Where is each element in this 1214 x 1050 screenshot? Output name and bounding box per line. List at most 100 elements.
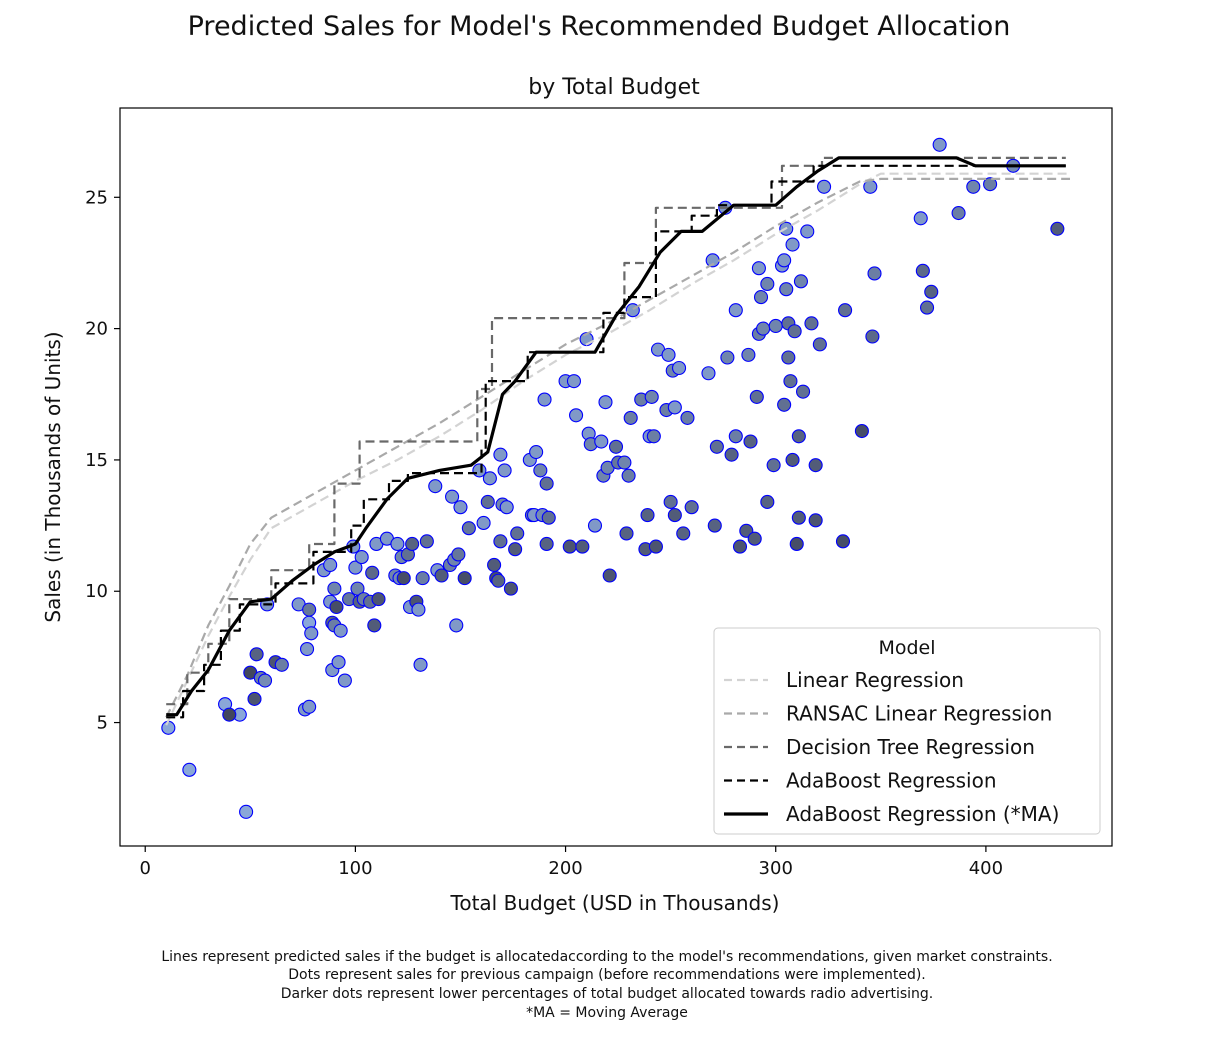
scatter-point (539, 536, 554, 552)
scatter-point (182, 762, 197, 777)
scatter-point (751, 261, 766, 276)
chart-title: Predicted Sales for Model's Recommended … (188, 11, 1011, 42)
scatter-point (951, 206, 966, 221)
scatter-point (838, 303, 853, 318)
legend-label: RANSAC Linear Regression (786, 702, 1052, 726)
scatter-point (257, 673, 273, 688)
y-tick-label: 25 (85, 187, 108, 208)
scatter-point (667, 400, 682, 415)
scatter-point (661, 347, 676, 362)
scatter-point (304, 626, 319, 641)
scatter-point (222, 707, 237, 722)
scatter-point (709, 439, 724, 454)
scatter-point (302, 602, 317, 617)
scatter-point (482, 471, 497, 486)
scatter-point (741, 347, 756, 362)
scatter-point (491, 573, 506, 588)
scatter-point (648, 539, 663, 554)
scatter-point (510, 526, 525, 541)
scatter-point (753, 290, 769, 305)
y-tick-label: 20 (85, 319, 108, 340)
scatter-point (487, 557, 502, 573)
legend-entries: Linear Regression RANSAC Linear Regressio… (724, 668, 1059, 826)
y-tick-label: 5 (97, 713, 108, 734)
scatter-point (817, 179, 832, 194)
scatter-point (348, 560, 363, 575)
scatter-point (932, 137, 947, 152)
scatter-point (529, 444, 544, 460)
scatter-point (621, 468, 636, 483)
scatter-point (239, 804, 254, 819)
scatter-point (766, 458, 781, 473)
scatter-point (724, 447, 739, 462)
scatter-point (602, 568, 617, 583)
x-tick-label: 0 (139, 858, 150, 879)
scatter-point (503, 581, 518, 596)
scatter-point (915, 263, 930, 278)
scatter-point (777, 397, 792, 412)
scatter-point (434, 568, 449, 583)
scatter-point (760, 494, 775, 510)
scatter-point (646, 429, 661, 444)
scatter-point (663, 494, 678, 510)
scatter-point (449, 618, 464, 633)
scatter-point (684, 500, 699, 515)
scatter-point (667, 508, 682, 523)
footnote-line-1: Lines represent predicted sales if the b… (161, 949, 1053, 965)
legend-box (713, 627, 1101, 835)
scatter-point (365, 565, 380, 580)
scatter-point (785, 237, 800, 252)
x-tick-label: 300 (759, 858, 793, 879)
scatter-point (480, 494, 495, 510)
scatter-point (390, 536, 405, 552)
scatter-point (756, 321, 771, 336)
scatter-point (411, 602, 426, 617)
scatter-point (920, 300, 935, 315)
scatter-point (966, 179, 981, 194)
x-tick-label: 400 (969, 858, 1003, 879)
scatter-point (566, 374, 582, 389)
scatter-point (743, 434, 758, 449)
scatter-point (728, 303, 743, 318)
scatter-point (329, 599, 344, 615)
footnote-line-3: Darker dots represent lower percentages … (280, 986, 934, 1002)
legend-label: Linear Regression (786, 668, 964, 692)
scatter-point (640, 508, 655, 523)
scatter-point (457, 571, 472, 586)
scatter-point (302, 699, 317, 714)
scatter-point (791, 510, 806, 525)
scatter-point (793, 274, 808, 289)
scatter-point (300, 641, 315, 657)
scatter-point (777, 253, 792, 268)
scatter-point (533, 463, 548, 478)
scatter-point (497, 463, 512, 478)
legend-label: Decision Tree Regression (786, 735, 1035, 759)
scatter-point (913, 211, 928, 226)
scatter-point (327, 581, 342, 596)
series-line-1 (165, 172, 1070, 726)
scatter-point (804, 316, 819, 331)
scatter-point (575, 539, 590, 554)
scatter-point (537, 392, 552, 407)
legend-label: AdaBoost Regression (786, 769, 997, 793)
plot-area-frame (119, 107, 1113, 847)
y-axis-label: Sales (in Thousands of Units) (41, 331, 65, 622)
y-tick-label: 15 (85, 450, 108, 471)
scatter-point (787, 324, 802, 339)
scatter-point (623, 410, 638, 425)
scatter-point (749, 389, 764, 404)
scatter-point (323, 557, 338, 573)
scatter-point (617, 455, 632, 470)
series-lines (165, 156, 1070, 726)
scatter-point (701, 366, 716, 381)
scatter-point (672, 360, 687, 376)
scatter-point (476, 515, 491, 531)
scatter-point (453, 500, 468, 515)
scatter-point (854, 423, 869, 439)
scatter-point (451, 547, 466, 562)
y-tick-label: 10 (85, 581, 108, 602)
scatter-point (608, 439, 624, 454)
scatter-point (865, 329, 880, 344)
scatter-point (587, 518, 603, 533)
